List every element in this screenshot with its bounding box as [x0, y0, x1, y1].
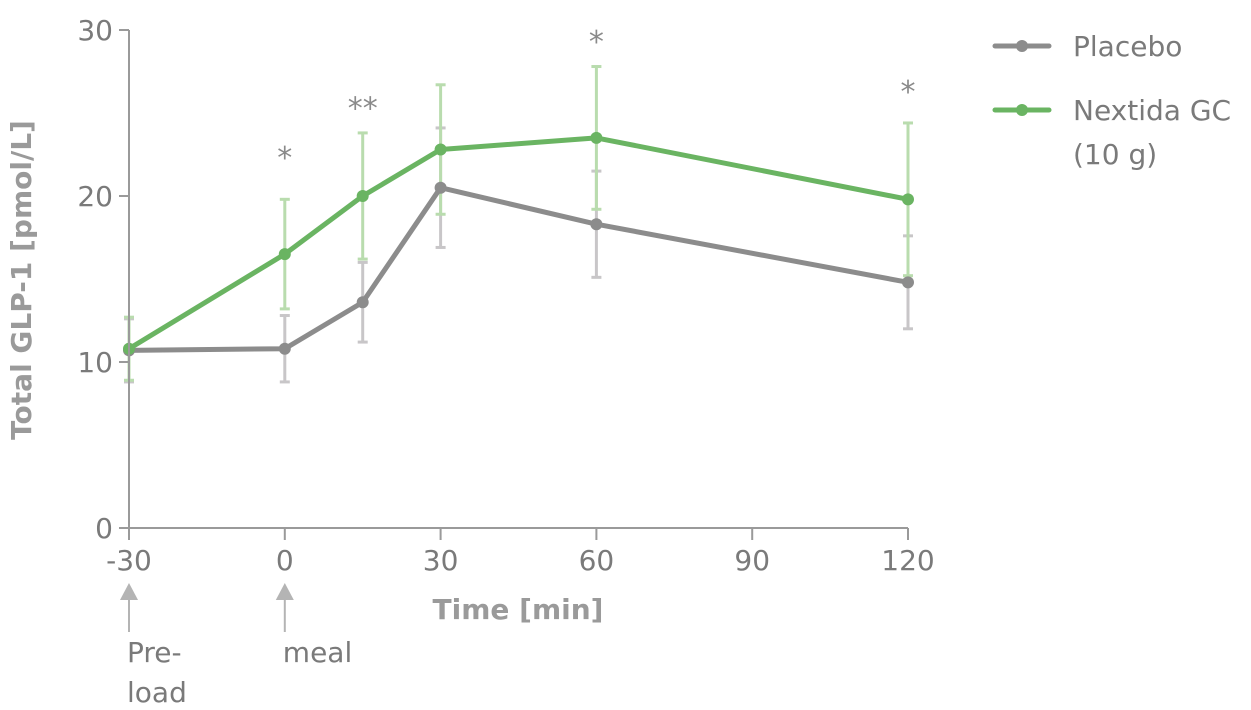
series-0-point: [356, 296, 369, 309]
legend-item-1: Nextida GC (10 g): [992, 94, 1231, 171]
x-tick-label: 120: [881, 544, 934, 577]
legend-swatch-point: [1016, 104, 1028, 116]
event-marker-label: Pre-: [127, 636, 182, 669]
arrow-up-icon: [275, 583, 294, 600]
series-0-point: [902, 276, 914, 289]
event-marker: meal: [275, 583, 352, 669]
event-marker: Pre-load: [120, 583, 187, 709]
significance-marker: *: [589, 25, 604, 60]
x-tick-label: 60: [579, 544, 615, 577]
event-marker-label: load: [127, 676, 187, 709]
series-0-point: [278, 342, 291, 355]
y-tick-label: 30: [77, 14, 113, 47]
significance-marker: *: [277, 141, 292, 176]
series-1-point: [278, 248, 291, 261]
y-tick-label: 0: [95, 512, 113, 545]
legend-swatch-point: [1016, 40, 1028, 52]
arrow-up-icon: [120, 583, 138, 600]
x-tick-label: 90: [734, 544, 770, 577]
series-1-point: [356, 190, 369, 202]
y-tick-label: 20: [77, 180, 113, 213]
legend-label: Placebo: [1073, 30, 1182, 63]
series-1-point: [434, 143, 447, 156]
x-tick-label: 30: [423, 544, 459, 577]
legend-label: Nextida GC: [1073, 94, 1231, 127]
significance-marker: **: [348, 91, 378, 126]
y-axis-title: Total GLP-1 [pmol/L]: [5, 120, 38, 440]
series-1-line: [126, 135, 911, 352]
series-1-point: [590, 131, 603, 144]
event-marker-label: meal: [283, 636, 352, 669]
x-tick-label: 0: [276, 544, 294, 577]
legend-label: (10 g): [1073, 138, 1157, 171]
series-0-line: [126, 185, 911, 353]
series-0-point: [434, 181, 447, 194]
x-tick-label: -30: [106, 544, 152, 577]
x-axis-title: Time [min]: [433, 593, 604, 626]
legend-item-0: Placebo: [992, 30, 1182, 63]
series-0-point: [590, 218, 603, 231]
y-tick-label: 10: [77, 346, 113, 379]
significance-marker: *: [901, 75, 916, 110]
series-1-point: [902, 193, 914, 206]
